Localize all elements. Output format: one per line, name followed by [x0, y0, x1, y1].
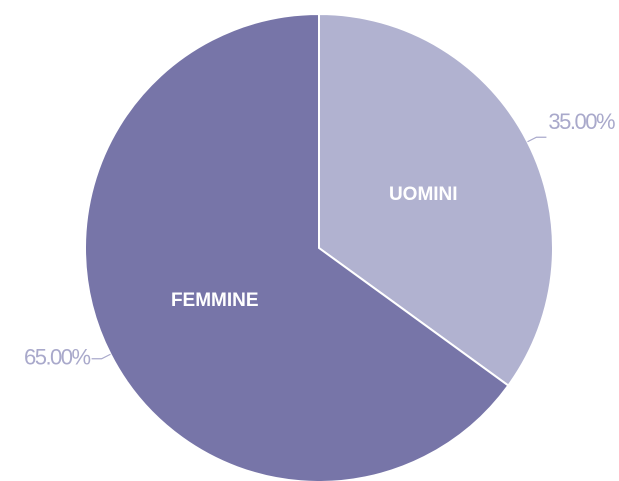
leader-line: [527, 136, 547, 143]
leader-line: [91, 353, 111, 360]
value-label: 35.00%: [548, 109, 615, 134]
slice-label: UOMINI: [389, 184, 458, 205]
slice-label: FEMMINE: [171, 290, 259, 311]
value-label: 65.00%: [24, 345, 91, 370]
pie-slice: [84, 12, 510, 481]
pie-slice: [318, 12, 554, 387]
